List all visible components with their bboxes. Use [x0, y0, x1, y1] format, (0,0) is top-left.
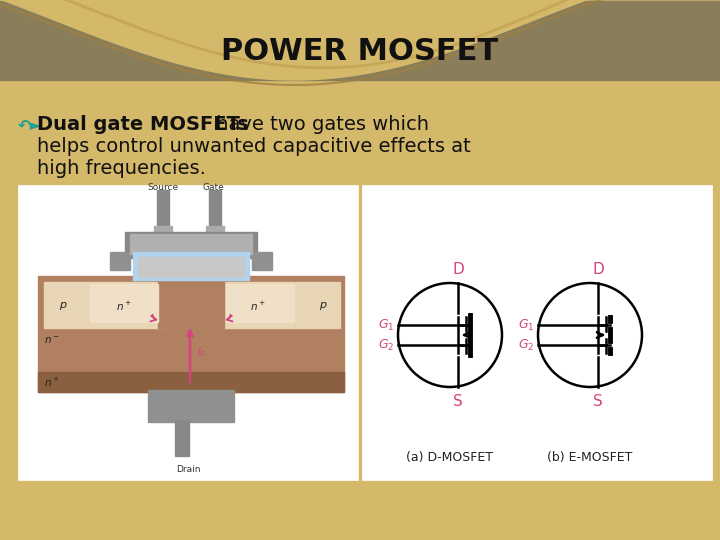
Text: S: S [593, 394, 603, 408]
Bar [206, 226, 224, 234]
Bar [38, 372, 344, 392]
Bar [226, 284, 294, 322]
Text: $I_D$: $I_D$ [197, 345, 207, 359]
Bar [133, 252, 249, 280]
Text: $G_2$: $G_2$ [378, 338, 394, 353]
Text: Dual gate MOSFETs: Dual gate MOSFETs [37, 116, 248, 134]
Text: Source: Source [148, 183, 179, 192]
Text: $p$: $p$ [319, 300, 328, 312]
Bar [158, 278, 224, 328]
Bar [125, 232, 257, 258]
Bar [362, 185, 712, 480]
Text: D: D [592, 261, 604, 276]
Bar [148, 390, 234, 422]
Bar [138, 257, 244, 277]
Text: S: S [453, 394, 463, 408]
Bar [0, 0, 720, 80]
Bar [90, 284, 158, 322]
Text: $n^+$: $n^+$ [250, 300, 266, 313]
Text: $n^+$: $n^+$ [116, 300, 132, 313]
Bar [38, 276, 344, 392]
Bar [157, 190, 169, 230]
Bar [18, 185, 358, 480]
Text: $G_1$: $G_1$ [518, 318, 534, 333]
Text: $G_2$: $G_2$ [518, 338, 534, 353]
Text: Gate: Gate [202, 183, 224, 192]
Text: $G_1$: $G_1$ [377, 318, 394, 333]
Bar [220, 282, 340, 328]
Bar [175, 420, 189, 456]
Bar [154, 226, 172, 234]
Bar [44, 282, 164, 328]
Text: (a) D-MOSFET: (a) D-MOSFET [407, 450, 493, 463]
Text: have two gates which: have two gates which [210, 116, 429, 134]
Bar [130, 234, 252, 254]
Text: $n^+$: $n^+$ [44, 375, 60, 389]
Text: ↶►: ↶► [18, 118, 42, 132]
Bar [252, 252, 272, 270]
Text: $n^-$: $n^-$ [44, 334, 60, 346]
Text: (b) E-MOSFET: (b) E-MOSFET [547, 450, 633, 463]
Text: helps control unwanted capacitive effects at: helps control unwanted capacitive effect… [37, 138, 471, 157]
Text: D: D [452, 261, 464, 276]
Text: POWER MOSFET: POWER MOSFET [222, 37, 498, 66]
Bar [110, 252, 130, 270]
Text: Drain: Drain [176, 465, 200, 474]
Bar [209, 190, 221, 230]
Text: high frequencies.: high frequencies. [37, 159, 206, 179]
Text: $p$: $p$ [59, 300, 67, 312]
